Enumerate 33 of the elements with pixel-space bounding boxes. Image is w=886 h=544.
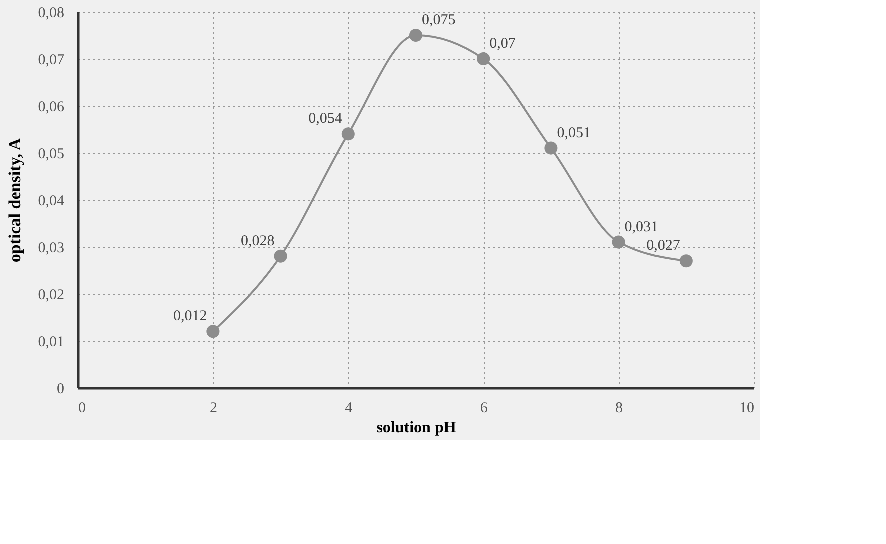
data-label: 0,07 [490,36,516,52]
data-label: 0,027 [646,238,681,254]
data-label: 0,028 [241,233,275,250]
y-tick-label: 0,03 [38,240,64,256]
point [477,52,490,66]
x-tick-label: 2 [210,400,218,416]
y-tick-label: 0,05 [38,146,64,162]
point [612,236,626,249]
y-tick-label: 0 [57,382,64,398]
y-tick-label: 0,07 [38,52,65,68]
x-tick-label: 0 [78,400,86,416]
point [680,254,693,268]
y-tick-label: 0,06 [38,100,65,116]
y-tick-label: 0,02 [38,288,64,304]
x-tick-label: 10 [740,400,754,416]
x-tick-label: 6 [480,400,488,416]
data-label: 0,012 [173,308,208,325]
x-tick-label: 8 [616,400,624,416]
data-label: 0,075 [422,12,456,28]
point [342,128,355,141]
x-tick-label: 4 [345,400,354,416]
point [206,325,220,338]
point [409,28,423,42]
y-tick-label: 0,04 [38,194,65,210]
data-label: 0,031 [624,219,659,236]
y-tick-label: 0,01 [38,334,64,350]
point [274,250,288,263]
data-label: 0,051 [557,125,591,142]
y-tick-label: 0,08 [38,6,64,22]
data-label: 0,054 [308,111,343,128]
x-axis-title: solution pH [376,420,457,436]
y-axis-title: optical density, A [5,138,24,263]
point [544,142,558,155]
